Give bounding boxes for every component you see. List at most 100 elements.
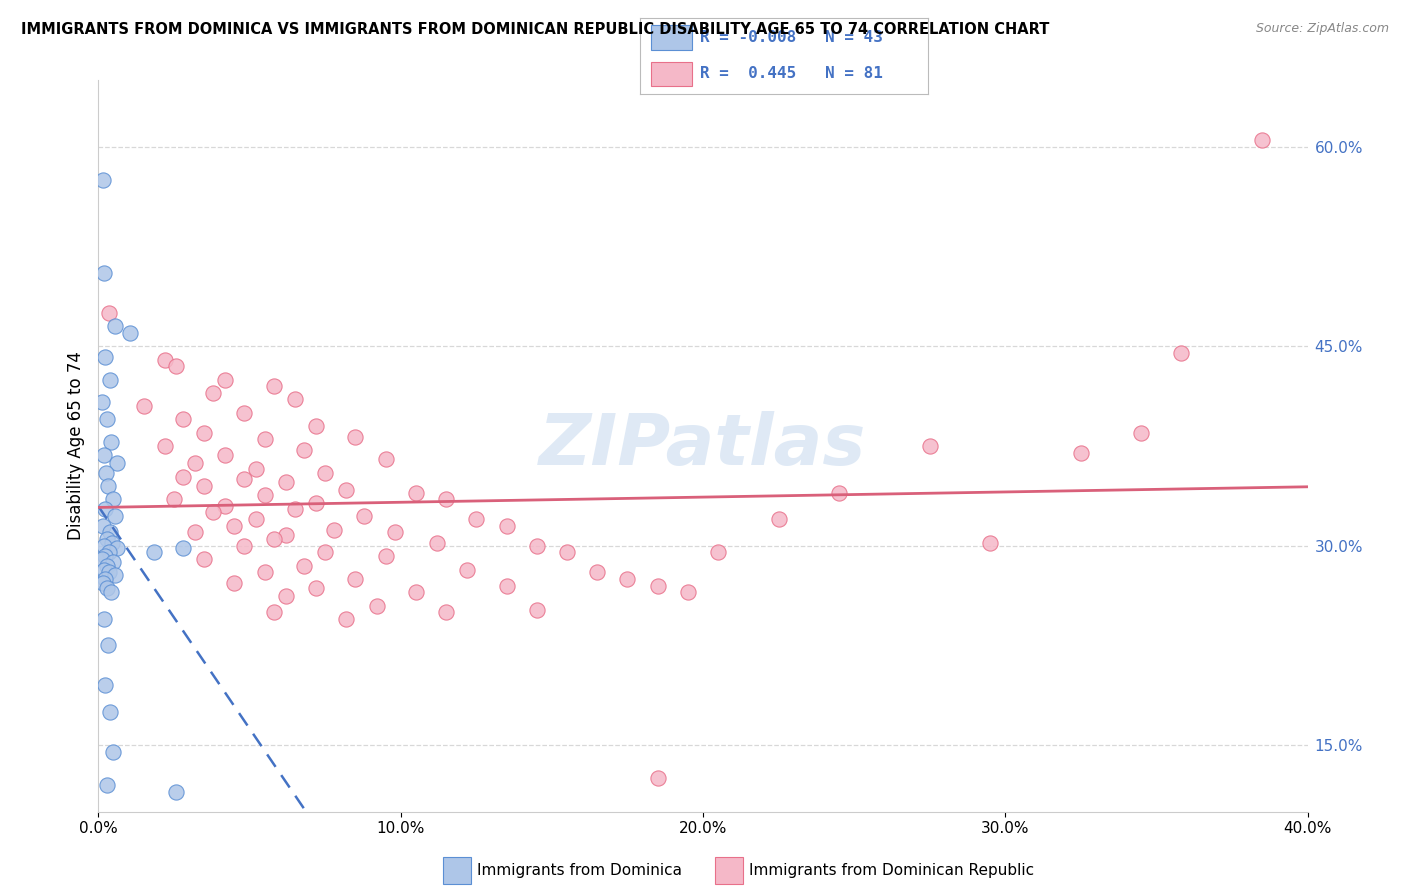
Point	[314, 545, 336, 559]
Point	[214, 448, 236, 462]
Point	[93, 563, 115, 577]
Point	[456, 563, 478, 577]
Point	[323, 523, 346, 537]
Point	[202, 385, 225, 400]
Point	[101, 745, 124, 759]
Point	[526, 539, 548, 553]
Point	[232, 406, 254, 420]
Point	[1170, 346, 1192, 360]
Text: R =  0.445   N = 81: R = 0.445 N = 81	[700, 66, 883, 81]
Point	[98, 525, 121, 540]
Point	[98, 705, 121, 719]
Text: Immigrants from Dominican Republic: Immigrants from Dominican Republic	[749, 863, 1035, 878]
Point	[91, 173, 114, 187]
Point	[465, 512, 488, 526]
Point	[172, 412, 194, 426]
Point	[104, 509, 127, 524]
Point	[405, 585, 427, 599]
Point	[98, 372, 121, 386]
Point	[353, 509, 375, 524]
Point	[98, 566, 121, 580]
Point	[153, 439, 176, 453]
Text: R = -0.008   N = 43: R = -0.008 N = 43	[700, 30, 883, 45]
Point	[193, 552, 215, 566]
Point	[274, 589, 297, 603]
Point	[94, 501, 117, 516]
Point	[526, 602, 548, 616]
Point	[305, 496, 328, 510]
Point	[263, 605, 285, 619]
Point	[232, 472, 254, 486]
Point	[555, 545, 578, 559]
Text: ZIPatlas: ZIPatlas	[540, 411, 866, 481]
Point	[1070, 445, 1092, 459]
Point	[98, 545, 121, 559]
Point	[647, 579, 669, 593]
Point	[245, 461, 267, 475]
Point	[374, 549, 396, 564]
Point	[96, 532, 118, 546]
Point	[586, 566, 609, 580]
Point	[120, 326, 142, 340]
Point	[93, 539, 115, 553]
Point	[495, 579, 517, 593]
Point	[344, 572, 367, 586]
Point	[305, 582, 328, 596]
Bar	[443, 857, 471, 884]
Point	[405, 485, 427, 500]
Bar	[651, 62, 692, 87]
Point	[94, 549, 117, 564]
Point	[374, 452, 396, 467]
Point	[434, 492, 457, 507]
Point	[707, 545, 730, 559]
Point	[94, 572, 117, 586]
Point	[94, 350, 117, 364]
Point	[184, 456, 207, 470]
Point	[104, 319, 127, 334]
Point	[647, 772, 669, 786]
Point	[1251, 133, 1274, 147]
Point	[94, 678, 117, 692]
Point	[224, 518, 246, 533]
Point	[979, 536, 1001, 550]
Point	[97, 639, 120, 653]
Point	[263, 532, 285, 546]
Point	[96, 412, 118, 426]
Point	[214, 372, 236, 386]
Point	[1130, 425, 1153, 440]
Point	[274, 475, 297, 489]
Point	[426, 536, 449, 550]
Point	[253, 488, 276, 502]
Point	[93, 612, 115, 626]
Point	[305, 419, 328, 434]
Point	[93, 448, 115, 462]
Point	[132, 399, 155, 413]
Point	[495, 518, 517, 533]
Text: IMMIGRANTS FROM DOMINICA VS IMMIGRANTS FROM DOMINICAN REPUBLIC DISABILITY AGE 65: IMMIGRANTS FROM DOMINICA VS IMMIGRANTS F…	[21, 22, 1049, 37]
Point	[232, 539, 254, 553]
Point	[676, 585, 699, 599]
Point	[284, 392, 307, 407]
Text: Immigrants from Dominica: Immigrants from Dominica	[477, 863, 682, 878]
Point	[335, 612, 357, 626]
Point	[214, 499, 236, 513]
Point	[616, 572, 638, 586]
Point	[202, 506, 225, 520]
Bar	[651, 26, 692, 50]
Point	[101, 555, 124, 569]
Point	[105, 541, 128, 556]
Point	[253, 566, 276, 580]
Point	[165, 785, 187, 799]
Point	[918, 439, 941, 453]
Point	[91, 552, 114, 566]
Point	[105, 456, 128, 470]
Point	[193, 425, 215, 440]
Bar	[716, 857, 744, 884]
Y-axis label: Disability Age 65 to 74: Disability Age 65 to 74	[66, 351, 84, 541]
Point	[101, 536, 124, 550]
Point	[101, 492, 124, 507]
Point	[284, 501, 307, 516]
Point	[93, 266, 115, 280]
Point	[224, 576, 246, 591]
Point	[91, 395, 114, 409]
